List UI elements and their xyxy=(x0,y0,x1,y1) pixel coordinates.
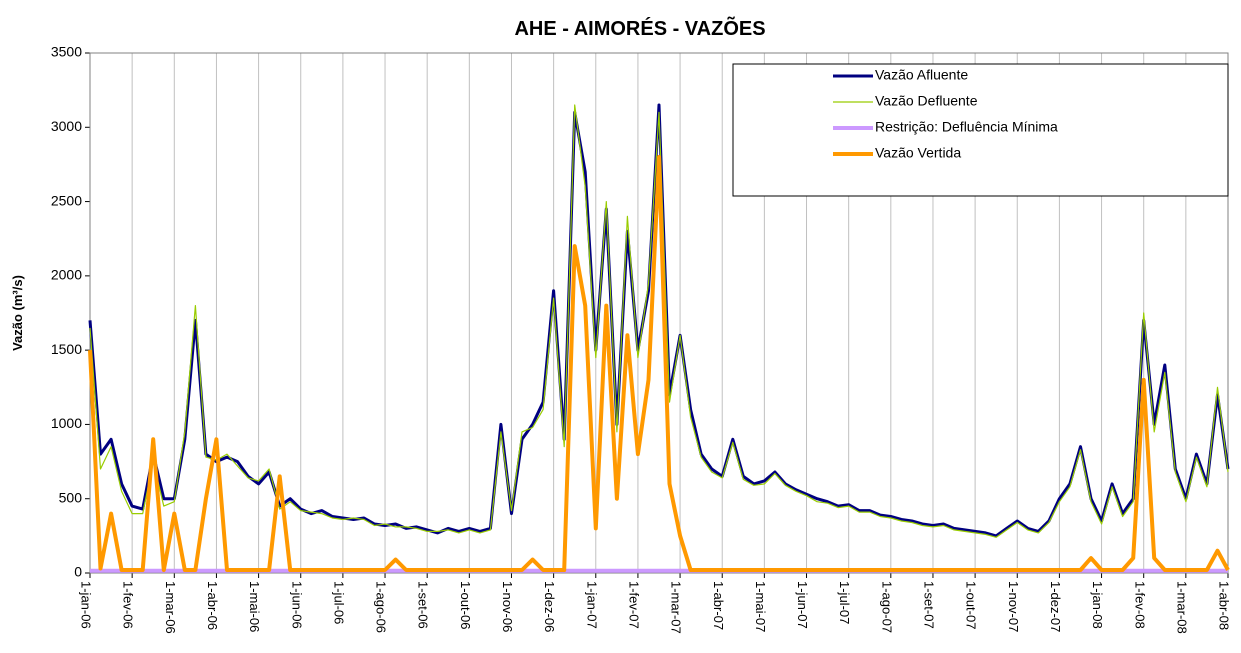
chart-title: AHE - AIMORÉS - VAZÕES xyxy=(514,16,765,40)
x-tick-label: 1-fev-07 xyxy=(626,581,641,629)
x-tick-label: 1-set-07 xyxy=(922,581,937,629)
x-tick-label: 1-nov-07 xyxy=(1006,581,1021,632)
legend-label: Vazão Vertida xyxy=(875,145,961,161)
y-tick-label: 1000 xyxy=(51,415,82,431)
x-tick-label: 1-mai-07 xyxy=(753,581,768,632)
legend-label: Vazão Defluente xyxy=(875,93,978,109)
x-tick-label: 1-mar-06 xyxy=(163,581,178,634)
y-tick-label: 0 xyxy=(74,564,82,580)
y-tick-label: 3500 xyxy=(51,44,82,60)
x-tick-label: 1-out-07 xyxy=(964,581,979,629)
y-axis-label: Vazão (m³/s) xyxy=(10,275,25,351)
x-tick-label: 1-mai-06 xyxy=(247,581,262,632)
x-tick-label: 1-fev-08 xyxy=(1132,581,1147,629)
x-tick-label: 1-jul-07 xyxy=(837,581,852,624)
x-tick-label: 1-nov-06 xyxy=(500,581,515,632)
x-tick-label: 1-set-06 xyxy=(416,581,431,629)
x-tick-label: 1-abr-08 xyxy=(1217,581,1232,630)
x-tick-label: 1-ago-07 xyxy=(879,581,894,633)
x-tick-label: 1-jan-08 xyxy=(1090,581,1105,629)
legend-label: Restrição: Defluência Mínima xyxy=(875,119,1058,135)
x-tick-label: 1-jun-06 xyxy=(289,581,304,629)
x-tick-label: 1-mar-08 xyxy=(1174,581,1189,634)
y-tick-label: 2500 xyxy=(51,192,82,208)
plot-frame xyxy=(89,52,1229,574)
x-tick-label: 1-out-06 xyxy=(458,581,473,629)
x-tick-label: 1-fev-06 xyxy=(121,581,136,629)
y-tick-label: 500 xyxy=(59,489,83,505)
x-tick-label: 1-abr-06 xyxy=(205,581,220,630)
x-tick-label: 1-mar-07 xyxy=(669,581,684,634)
x-tick-label: 1-abr-07 xyxy=(711,581,726,630)
y-tick-label: 2000 xyxy=(51,267,82,283)
x-tick-label: 1-ago-06 xyxy=(374,581,389,633)
x-tick-label: 1-jul-06 xyxy=(331,581,346,624)
x-tick-label: 1-dez-06 xyxy=(542,581,557,632)
series-line xyxy=(89,104,1229,538)
x-tick-label: 1-dez-07 xyxy=(1048,581,1063,632)
x-tick-label: 1-jun-07 xyxy=(795,581,810,629)
y-tick-label: 3000 xyxy=(51,118,82,134)
legend-box xyxy=(732,63,1229,197)
x-tick-label: 1-jan-06 xyxy=(79,581,94,629)
series-line xyxy=(88,103,1230,538)
y-tick-label: 1500 xyxy=(51,341,82,357)
x-tick-label: 1-jan-07 xyxy=(584,581,599,629)
series-line xyxy=(88,155,1230,572)
legend-label: Vazão Afluente xyxy=(875,67,968,83)
